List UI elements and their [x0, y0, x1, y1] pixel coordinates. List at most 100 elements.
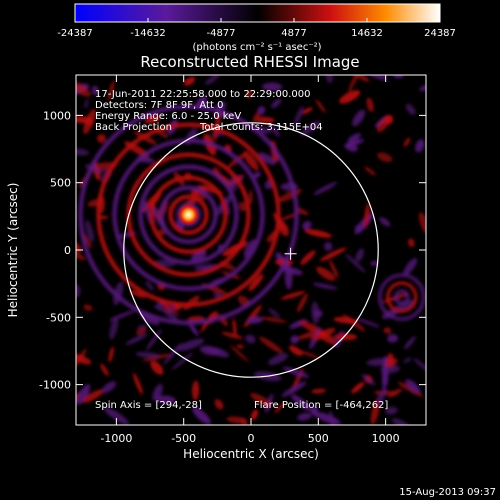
spin-axis-marker: [284, 247, 297, 260]
heatmap-blob: [84, 98, 89, 109]
heatmap-blob: [256, 116, 275, 124]
flare-peak: [177, 203, 200, 226]
heatmap-blob: [344, 139, 365, 148]
heatmap-blob: [199, 345, 220, 356]
heatmap-blob: [257, 106, 266, 115]
heatmap-blob: [76, 250, 86, 261]
heatmap-blob: [366, 357, 393, 366]
heatmap-blob: [192, 406, 211, 425]
heatmap-blob: [407, 238, 415, 248]
heatmap-blob: [76, 383, 91, 405]
heatmap-blob: [316, 266, 336, 281]
heatmap-blob: [293, 105, 304, 129]
heatmap-blob: [302, 221, 312, 230]
heatmap-blob: [136, 327, 147, 335]
heatmap-blob: [315, 99, 326, 114]
heatmap-blob: [272, 125, 280, 138]
heatmap-blob: [144, 115, 161, 124]
footer-date: 15-Aug-2013 09:37: [399, 487, 496, 498]
colorbar-tick-label: 14632: [351, 28, 383, 39]
heatmap-blob: [136, 324, 149, 329]
heatmap-blob: [258, 152, 276, 166]
heatmap-blob: [418, 212, 426, 234]
total-counts: Total counts: 3.115E+04: [199, 122, 323, 133]
heatmap-blob: [415, 139, 425, 153]
heatmap-blob: [188, 321, 199, 337]
heatmap-blob: [246, 316, 264, 324]
x-axis-label: Heliocentric X (arcsec): [183, 447, 319, 461]
heatmap-blob: [311, 388, 326, 394]
heatmap-blob: [229, 344, 250, 363]
heatmap-blob: [107, 80, 115, 102]
colorbar-tick-label: -4877: [206, 28, 235, 39]
heatmap-blob: [96, 134, 106, 143]
heatmap-blob: [82, 389, 104, 403]
heatmap-blob: [413, 358, 426, 373]
x-tick-label: -1000: [100, 432, 132, 445]
colorbar-units: (photons cm⁻² s⁻¹ asec⁻²): [192, 42, 321, 53]
heatmap-blob: [364, 166, 377, 176]
y-tick-label: -1000: [39, 379, 71, 392]
heatmap-blob: [363, 203, 370, 228]
heatmap-blob: [183, 76, 196, 86]
heatmap-blob: [146, 329, 162, 351]
colorbar-gradient: [74, 3, 441, 23]
heatmap-blob: [85, 220, 95, 243]
x-tick-label: 1000: [372, 432, 400, 445]
heatmap-blob: [246, 90, 253, 99]
heatmap-blob: [300, 120, 321, 137]
heatmap-blob: [300, 250, 316, 265]
heatmap-blob: [100, 363, 109, 377]
heatmap-blob: [190, 250, 207, 262]
heatmap-blob: [392, 418, 412, 425]
heatmap-blob: [311, 327, 336, 341]
heatmap-blob: [262, 82, 283, 92]
heatmap-blob: [221, 331, 244, 340]
heatmap-blob: [129, 290, 146, 298]
heatmap-blob: [91, 85, 99, 96]
heatmap-blob: [403, 258, 418, 276]
heatmap-blob: [236, 344, 245, 349]
heatmap-blob: [76, 116, 93, 124]
heatmap-blob: [108, 346, 114, 363]
y-axis-label: Heliocentric Y (arcsec): [6, 183, 20, 318]
ring: [394, 289, 410, 305]
heatmap-blob: [109, 317, 119, 340]
solar-limb: [123, 122, 379, 378]
heatmap-blob: [258, 336, 284, 354]
heatmap-blob: [249, 189, 253, 205]
ring: [96, 122, 281, 307]
heatmap-blob: [243, 239, 256, 258]
ring: [112, 138, 265, 291]
heatmap-blob: [83, 304, 93, 311]
heatmap-blob: [205, 75, 220, 85]
heatmap-blob: [163, 309, 179, 321]
heatmap-blob: [250, 392, 272, 407]
heatmap-blob: [403, 357, 412, 363]
heatmap-blob: [302, 107, 313, 115]
heatmap-blob: [405, 379, 421, 394]
heatmap-blob: [297, 412, 312, 421]
ring: [149, 175, 228, 254]
heatmap-blob: [379, 217, 391, 227]
heatmap-blob: [403, 137, 411, 147]
heatmap-blob: [135, 351, 161, 358]
heatmap-blob: [191, 380, 200, 401]
heatmap-blob: [171, 352, 194, 371]
heatmap-blob: [281, 381, 307, 397]
heatmap-blob: [278, 220, 289, 237]
heatmap-blob: [214, 399, 224, 410]
heatmap-blob: [328, 258, 339, 279]
heatmap-blob: [150, 360, 164, 375]
ring: [168, 194, 209, 235]
heatmap-blob: [381, 370, 387, 397]
heatmap-blob: [250, 409, 259, 421]
heatmap-blob: [376, 391, 385, 406]
heatmap-blob: [274, 402, 285, 414]
heatmap-blob: [380, 364, 401, 374]
x-tick-label: 500: [308, 432, 329, 445]
heatmap-blob: [113, 281, 124, 306]
heatmap-blob: [342, 314, 366, 332]
heatmap-blob: [361, 374, 376, 386]
